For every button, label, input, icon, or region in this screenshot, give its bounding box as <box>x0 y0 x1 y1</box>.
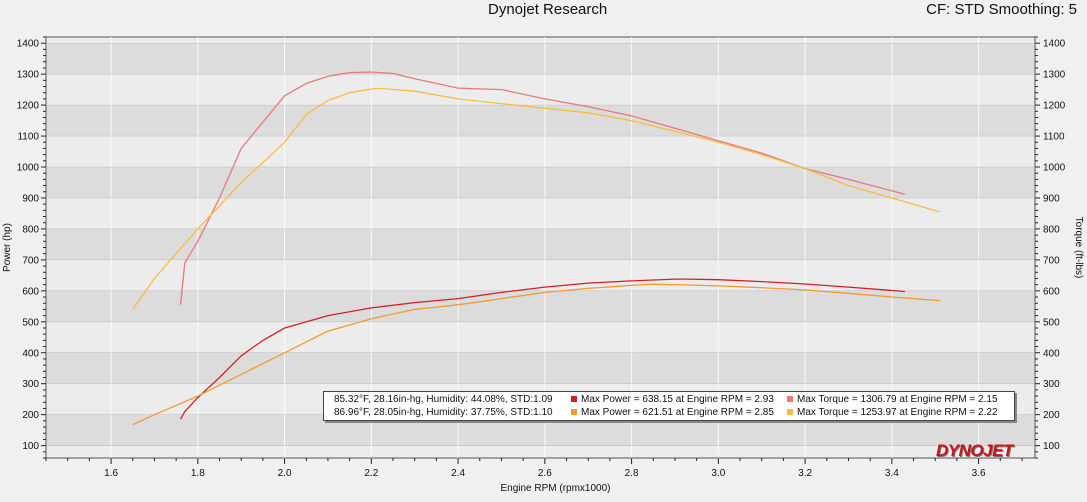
x-tick-label: 3.4 <box>885 468 899 479</box>
y-left-tick-label: 600 <box>22 286 39 297</box>
y-left-tick-label: 1200 <box>17 101 40 112</box>
legend-torque-swatch <box>787 409 793 415</box>
y-left-tick-label: 500 <box>22 317 39 328</box>
y-axis-label-left: Power (hp) <box>2 223 13 272</box>
chart-title: Dynojet Research <box>488 1 608 18</box>
y-right-tick-label: 1000 <box>1043 163 1066 174</box>
grid-band <box>47 228 1034 260</box>
x-tick-label: 3.0 <box>711 468 725 479</box>
y-axis-label-right: Torque (ft-lbs) <box>1073 217 1084 279</box>
y-left-tick-label: 700 <box>22 255 39 266</box>
y-right-tick-label: 900 <box>1043 193 1060 204</box>
power-curve-run-2 <box>132 283 940 426</box>
legend-conditions: 85.32°F, 28.16in-hg, Humidity: 44.08%, S… <box>334 394 553 405</box>
x-tick-label: 3.6 <box>972 468 986 479</box>
x-tick-label: 2.2 <box>364 468 378 479</box>
y-left-tick-label: 300 <box>22 379 39 390</box>
legend-power-swatch <box>571 409 577 415</box>
legend-conditions: 86.96°F, 28.05in-hg, Humidity: 37.75%, S… <box>334 407 553 418</box>
y-left-tick-label: 400 <box>22 348 39 359</box>
legend-power-swatch <box>571 396 577 402</box>
y-right-tick-label: 300 <box>1043 379 1060 390</box>
correction-factor-label: CF: STD Smoothing: 5 <box>926 1 1077 18</box>
grid-band <box>47 43 1034 75</box>
dynojet-logo: DYNOJET <box>936 441 1013 460</box>
legend-torque-text: Max Torque = 1306.79 at Engine RPM = 2.1… <box>797 394 998 405</box>
grid-band <box>47 105 1034 137</box>
y-left-tick-label: 1000 <box>17 163 40 174</box>
y-right-tick-label: 800 <box>1043 224 1060 235</box>
y-left-tick-label: 800 <box>22 224 39 235</box>
x-tick-label: 3.2 <box>798 468 812 479</box>
power-curve-run-1 <box>179 278 905 420</box>
y-right-tick-label: 1100 <box>1043 132 1065 143</box>
y-right-tick-label: 1400 <box>1043 39 1066 50</box>
torque-curve-run-2 <box>132 87 940 310</box>
y-right-tick-label: 100 <box>1043 441 1060 452</box>
y-left-tick-label: 900 <box>22 193 39 204</box>
y-right-tick-label: 600 <box>1043 286 1060 297</box>
x-tick-label: 1.8 <box>191 468 205 479</box>
y-right-tick-label: 1200 <box>1043 101 1066 112</box>
x-tick-label: 2.0 <box>278 468 292 479</box>
y-right-tick-label: 400 <box>1043 348 1060 359</box>
legend-power-text: Max Power = 638.15 at Engine RPM = 2.93 <box>581 394 774 405</box>
legend-power-text: Max Power = 621.51 at Engine RPM = 2.85 <box>581 407 774 418</box>
x-tick-label: 1.6 <box>104 468 118 479</box>
y-left-tick-label: 100 <box>22 441 39 452</box>
x-tick-label: 2.6 <box>538 468 552 479</box>
x-tick-label: 2.8 <box>625 468 639 479</box>
y-left-tick-label: 200 <box>22 410 39 421</box>
y-right-tick-label: 200 <box>1043 410 1060 421</box>
y-left-tick-label: 1400 <box>17 39 40 50</box>
y-left-tick-label: 1100 <box>17 132 39 143</box>
x-tick-label: 2.4 <box>451 468 465 479</box>
y-right-tick-label: 700 <box>1043 255 1060 266</box>
y-left-tick-label: 1300 <box>17 70 40 81</box>
grid-band <box>47 167 1034 198</box>
y-right-tick-label: 1300 <box>1043 70 1066 81</box>
grid-band <box>47 290 1034 322</box>
x-axis-label: Engine RPM (rpmx1000) <box>500 483 610 494</box>
legend-torque-swatch <box>787 396 793 402</box>
run-legend: 85.32°F, 28.16in-hg, Humidity: 44.08%, S… <box>323 391 1015 421</box>
grid-band <box>47 352 1034 384</box>
torque-curve-run-1 <box>179 71 906 305</box>
legend-torque-text: Max Torque = 1253.97 at Engine RPM = 2.2… <box>797 407 998 418</box>
y-right-tick-label: 500 <box>1043 317 1060 328</box>
